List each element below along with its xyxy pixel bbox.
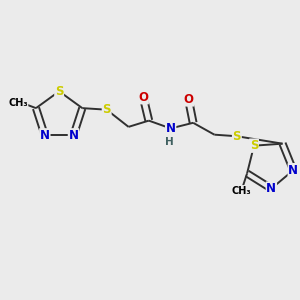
- Text: N: N: [266, 182, 276, 195]
- Text: S: S: [250, 139, 258, 152]
- Text: O: O: [184, 93, 194, 106]
- Text: S: S: [55, 85, 63, 98]
- Text: H: H: [165, 137, 173, 148]
- Text: N: N: [288, 164, 298, 177]
- Text: S: S: [232, 130, 241, 143]
- Text: N: N: [166, 122, 176, 135]
- Text: N: N: [68, 129, 79, 142]
- Text: N: N: [40, 129, 50, 142]
- Text: CH₃: CH₃: [8, 98, 28, 107]
- Text: O: O: [138, 91, 148, 104]
- Text: CH₃: CH₃: [232, 186, 251, 196]
- Text: S: S: [102, 103, 111, 116]
